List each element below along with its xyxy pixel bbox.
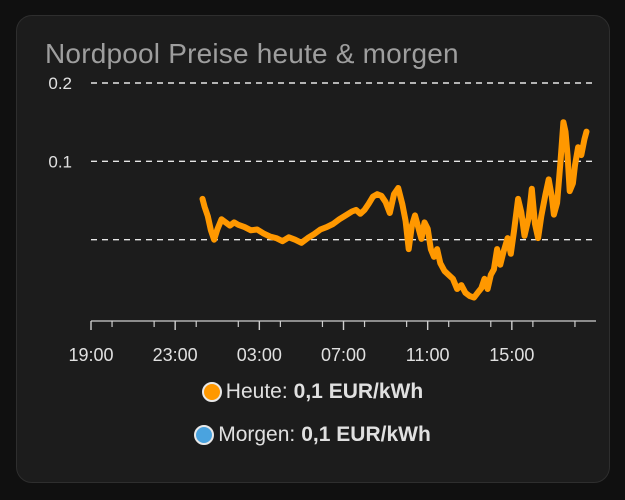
legend-item-heute[interactable]: Heute: 0,1 EUR/kWh (0, 380, 625, 404)
x-tick-label-3: 07:00 (321, 345, 366, 365)
legend-dot-morgen (194, 425, 215, 445)
x-axis: 19:00 23:00 03:00 07:00 11:00 15:00 (68, 320, 596, 365)
x-tick-label-4: 11:00 (406, 345, 450, 365)
legend-name-morgen: Morgen: (218, 423, 296, 446)
card-title: Nordpool Preise heute & morgen (45, 38, 459, 69)
legend-dot-heute (201, 382, 222, 402)
series-layer (199, 119, 590, 301)
series-line-heute (199, 119, 590, 301)
y-axis-labels: 0.2 0.1 (48, 74, 72, 171)
legend-value-heute: 0,1 EUR/kWh (293, 380, 424, 403)
y-tick-label-1: 0.1 (48, 152, 72, 171)
x-tick-label-5: 15:00 (489, 345, 534, 365)
x-tick-label-1: 23:00 (153, 345, 198, 365)
legend-item-morgen[interactable]: Morgen: 0,1 EUR/kWh (0, 423, 625, 447)
legend-value-morgen: 0,1 EUR/kWh (301, 423, 431, 446)
y-tick-label-0: 0.2 (48, 74, 72, 93)
x-tick-label-2: 03:00 (237, 345, 282, 365)
x-tick-label-0: 19:00 (68, 345, 113, 365)
legend-name-heute: Heute: (225, 380, 288, 403)
